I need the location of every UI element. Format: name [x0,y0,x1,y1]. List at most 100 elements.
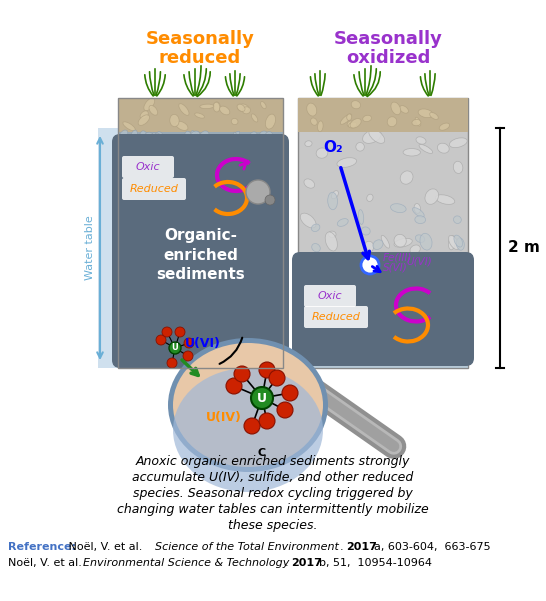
Text: C: C [258,448,266,458]
Ellipse shape [311,224,320,231]
Ellipse shape [213,102,220,112]
Circle shape [184,338,194,348]
Circle shape [259,413,275,429]
Ellipse shape [328,231,336,237]
Text: Science of the Total Environment: Science of the Total Environment [155,542,339,552]
Text: O₂: O₂ [323,140,343,155]
Ellipse shape [448,236,459,249]
FancyBboxPatch shape [112,134,289,368]
Ellipse shape [204,134,209,140]
Ellipse shape [391,102,401,115]
Ellipse shape [250,132,257,139]
Circle shape [259,362,275,378]
Circle shape [282,385,298,401]
Ellipse shape [154,133,161,141]
Text: Organic-
enriched
sediments: Organic- enriched sediments [156,228,245,282]
Ellipse shape [331,191,339,199]
Ellipse shape [328,192,337,210]
Ellipse shape [307,103,317,116]
Circle shape [169,342,181,354]
FancyBboxPatch shape [122,156,174,178]
Ellipse shape [243,135,251,142]
Ellipse shape [312,243,321,252]
Ellipse shape [300,213,316,228]
Text: changing water tables can intermittently mobilize: changing water tables can intermittently… [117,503,429,516]
Ellipse shape [170,114,179,127]
Text: Reduced: Reduced [129,184,179,194]
Ellipse shape [420,233,432,250]
Ellipse shape [265,132,272,139]
Ellipse shape [199,131,209,143]
Text: these species.: these species. [228,519,318,532]
Text: .: . [340,542,347,552]
Text: 2017: 2017 [291,558,322,568]
Ellipse shape [238,104,248,112]
Ellipse shape [449,112,456,120]
Ellipse shape [265,114,276,129]
Text: 2017: 2017 [346,542,377,552]
Ellipse shape [416,117,421,126]
Circle shape [167,358,177,368]
Ellipse shape [219,106,230,115]
Circle shape [277,402,293,418]
Text: Anoxic organic enriched sediments strongly: Anoxic organic enriched sediments strong… [136,455,410,468]
FancyBboxPatch shape [304,285,356,307]
Text: accumulate U(IV), sulfide, and other reduced: accumulate U(IV), sulfide, and other red… [132,471,414,484]
Ellipse shape [140,131,147,143]
Ellipse shape [260,102,266,109]
Ellipse shape [348,122,357,128]
Ellipse shape [179,103,189,115]
Ellipse shape [325,232,337,251]
Ellipse shape [173,368,323,492]
Ellipse shape [373,240,383,249]
Text: Seasonally
oxidized: Seasonally oxidized [334,30,442,67]
Bar [118,98,283,368]
Ellipse shape [363,115,371,121]
Circle shape [246,180,270,204]
Circle shape [361,256,379,274]
Ellipse shape [414,204,420,213]
Ellipse shape [151,133,158,141]
Text: Noël, V. et al.: Noël, V. et al. [8,558,85,568]
Ellipse shape [351,100,360,109]
Text: S(VI): S(VI) [383,262,408,272]
Ellipse shape [412,207,424,217]
Ellipse shape [212,135,219,142]
Ellipse shape [425,189,438,204]
Ellipse shape [173,343,323,467]
Ellipse shape [249,134,257,142]
Bar [98,128,283,368]
Ellipse shape [229,131,240,142]
Ellipse shape [340,114,352,124]
Ellipse shape [237,104,245,111]
Text: U(VI): U(VI) [406,257,432,267]
Ellipse shape [225,135,232,142]
Ellipse shape [190,131,200,139]
Ellipse shape [337,219,348,227]
Bar [118,98,283,132]
Text: Noël, V. et al.: Noël, V. et al. [65,542,146,552]
Ellipse shape [195,113,204,118]
Ellipse shape [347,121,353,126]
Ellipse shape [437,143,449,153]
Ellipse shape [337,157,357,167]
Ellipse shape [259,131,269,141]
Ellipse shape [364,241,373,252]
Ellipse shape [418,109,433,118]
Ellipse shape [214,102,220,111]
Ellipse shape [138,115,150,126]
Ellipse shape [130,130,138,143]
Ellipse shape [350,118,361,128]
Ellipse shape [410,245,420,254]
Text: b, 51,  10954-10964: b, 51, 10954-10964 [319,558,432,568]
Text: Fe(III): Fe(III) [383,252,412,262]
Circle shape [251,387,273,409]
Ellipse shape [454,235,462,247]
Ellipse shape [358,210,364,224]
Ellipse shape [394,239,412,247]
Ellipse shape [242,107,251,114]
Text: .: . [285,558,292,568]
Ellipse shape [140,111,149,119]
Text: 2 m: 2 m [508,240,540,255]
Ellipse shape [381,236,389,248]
